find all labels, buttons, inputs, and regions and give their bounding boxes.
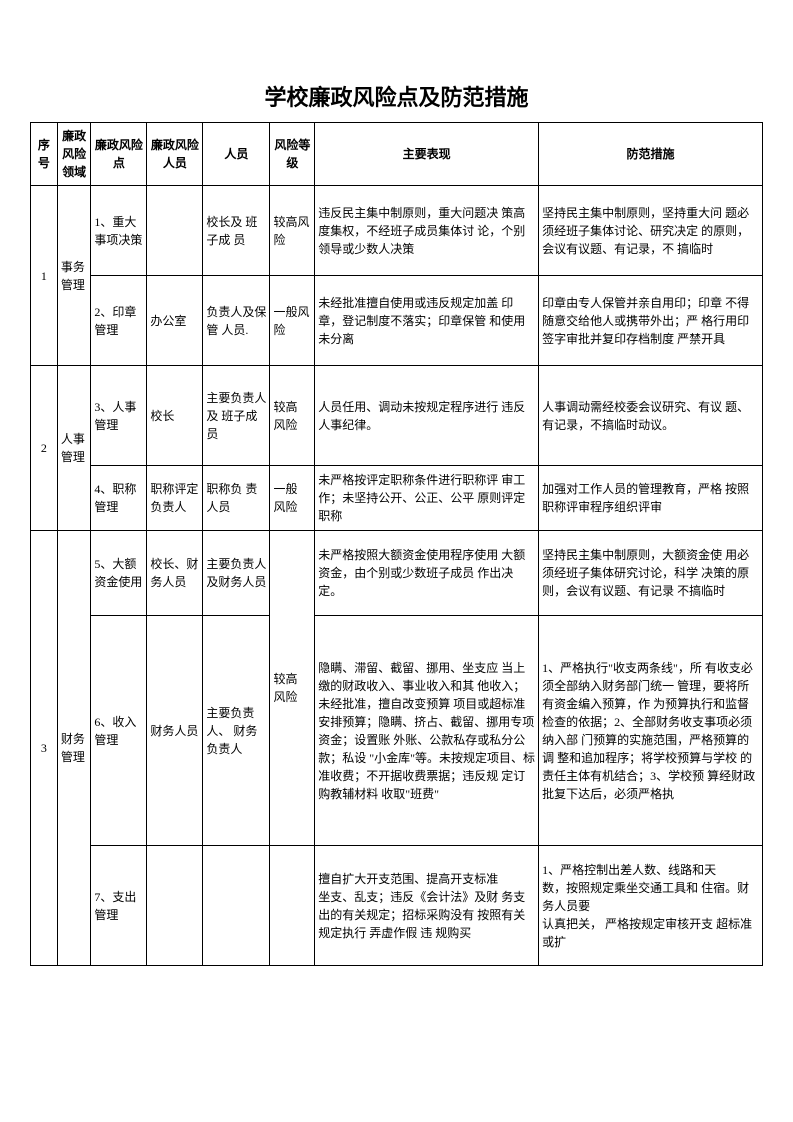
cell-level xyxy=(270,846,315,966)
cell-people: 办公室 xyxy=(147,276,203,366)
cell-manifest: 擅自扩大开支范围、提高开支标准 坐支、乱支；违反《会计法》及财 务支出的有关规定… xyxy=(315,846,539,966)
cell-seq: 2 xyxy=(31,366,58,531)
cell-people xyxy=(147,846,203,966)
cell-person: 校长及 班子成 员 xyxy=(203,186,270,276)
cell-person: 主要负责人、 财务负责人 xyxy=(203,616,270,846)
header-row: 序号 廉政风险领域 廉政风险点 廉政风险人员 人员 风险等级 主要表现 防范措施 xyxy=(31,123,763,186)
cell-manifest: 未严格按评定职称条件进行职称评 审工作；未坚持公开、公正、公平 原则评定职称 xyxy=(315,466,539,531)
cell-measure: 1、严格控制出差人数、线路和天 数，按照规定乘坐交通工具和 住宿。财务人员要 认… xyxy=(539,846,763,966)
cell-person xyxy=(203,846,270,966)
cell-point: 5、大额资金使用 xyxy=(91,531,147,616)
cell-measure: 人事调动需经校委会议研究、有议 题、有记录，不搞临时动议。 xyxy=(539,366,763,466)
table-row: 2 人事 管理 3、人事管理 校长 主要负责人及 班子成 员 较高 风险 人员任… xyxy=(31,366,763,466)
cell-domain: 事务管理 xyxy=(57,186,91,366)
cell-measure: 1、严格执行"收支两条线"，所 有收支必须全部纳入财务部门统一 管理，要将所有资… xyxy=(539,616,763,846)
risk-table: 序号 廉政风险领域 廉政风险点 廉政风险人员 人员 风险等级 主要表现 防范措施… xyxy=(30,122,763,966)
table-row: 3 财务管理 5、大额资金使用 校长、财务人员 主要负责人及财务人员 较高 风险… xyxy=(31,531,763,616)
cell-manifest: 未经批准擅自使用或违反规定加盖 印章，登记制度不落实；印章保管 和使用未分离 xyxy=(315,276,539,366)
cell-people: 职称评定负责人 xyxy=(147,466,203,531)
table-row: 2、印章管理 办公室 负责人及保管 人员. 一般风险 未经批准擅自使用或违反规定… xyxy=(31,276,763,366)
cell-point: 1、重大事项决策 xyxy=(91,186,147,276)
table-row: 7、支出管理 擅自扩大开支范围、提高开支标准 坐支、乱支；违反《会计法》及财 务… xyxy=(31,846,763,966)
cell-measure: 坚持民主集中制原则，坚持重大问 题必须经班子集体讨论、研究决定 的原则，会议有议… xyxy=(539,186,763,276)
cell-level: 较高 风险 xyxy=(270,531,315,846)
header-level: 风险等级 xyxy=(270,123,315,186)
header-manifest: 主要表现 xyxy=(315,123,539,186)
cell-seq: 1 xyxy=(31,186,58,366)
cell-people xyxy=(147,186,203,276)
cell-point: 6、收入管理 xyxy=(91,616,147,846)
cell-person: 主要负责人及财务人员 xyxy=(203,531,270,616)
cell-point: 4、职称管理 xyxy=(91,466,147,531)
cell-point: 2、印章管理 xyxy=(91,276,147,366)
cell-people: 校长、财务人员 xyxy=(147,531,203,616)
cell-level: 一般 风险 xyxy=(270,466,315,531)
cell-seq: 3 xyxy=(31,531,58,966)
cell-measure: 坚持民主集中制原则，大额资金使 用必须经班子集体研究讨论，科学 决策的原则，会议… xyxy=(539,531,763,616)
cell-point: 7、支出管理 xyxy=(91,846,147,966)
cell-domain: 人事 管理 xyxy=(57,366,91,531)
cell-manifest: 未严格按照大额资金使用程序使用 大额资金，由个别或少数班子成员 作出决定。 xyxy=(315,531,539,616)
cell-domain: 财务管理 xyxy=(57,531,91,966)
cell-level: 较高风险 xyxy=(270,186,315,276)
header-person: 人员 xyxy=(203,123,270,186)
table-row: 1 事务管理 1、重大事项决策 校长及 班子成 员 较高风险 违反民主集中制原则… xyxy=(31,186,763,276)
cell-person: 主要负责人及 班子成 员 xyxy=(203,366,270,466)
cell-manifest: 违反民主集中制原则，重大问题决 策高度集权，不经班子成员集体讨 论，个别领导或少… xyxy=(315,186,539,276)
cell-measure: 印章由专人保管并亲自用印；印章 不得随意交给他人或携带外出；严 格行用印签字审批… xyxy=(539,276,763,366)
header-point: 廉政风险点 xyxy=(91,123,147,186)
cell-person: 职称负 责人员 xyxy=(203,466,270,531)
table-row: 6、收入管理 财务人员 主要负责人、 财务负责人 隐瞒、滞留、截留、挪用、坐支应… xyxy=(31,616,763,846)
header-domain: 廉政风险领域 xyxy=(57,123,91,186)
cell-people: 校长 xyxy=(147,366,203,466)
cell-level: 一般风险 xyxy=(270,276,315,366)
cell-level: 较高 风险 xyxy=(270,366,315,466)
header-seq: 序号 xyxy=(31,123,58,186)
header-measure: 防范措施 xyxy=(539,123,763,186)
cell-person: 负责人及保管 人员. xyxy=(203,276,270,366)
cell-manifest: 人员任用、调动未按规定程序进行 违反人事纪律。 xyxy=(315,366,539,466)
page-title: 学校廉政风险点及防范措施 xyxy=(30,80,763,112)
header-people: 廉政风险人员 xyxy=(147,123,203,186)
cell-people: 财务人员 xyxy=(147,616,203,846)
cell-manifest: 隐瞒、滞留、截留、挪用、坐支应 当上缴的财政收入、事业收入和其 他收入；未经批准… xyxy=(315,616,539,846)
cell-point: 3、人事管理 xyxy=(91,366,147,466)
cell-measure: 加强对工作人员的管理教育，严格 按照职称评审程序组织评审 xyxy=(539,466,763,531)
table-row: 4、职称管理 职称评定负责人 职称负 责人员 一般 风险 未严格按评定职称条件进… xyxy=(31,466,763,531)
